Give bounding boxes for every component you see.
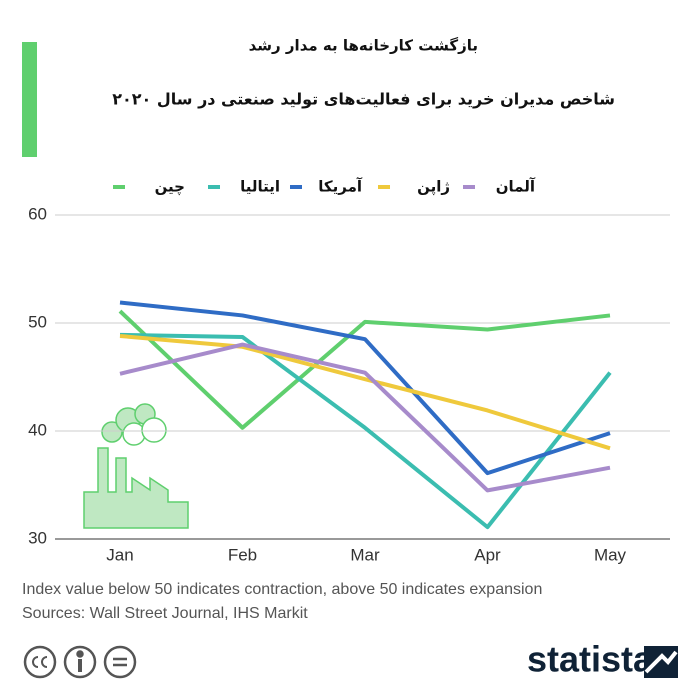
chart-title: بازگشت کارخانه‌ها به مدار رشد bbox=[249, 37, 478, 55]
y-tick-label: 60 bbox=[28, 204, 47, 223]
accent-bar bbox=[22, 42, 37, 157]
series-line bbox=[119, 300, 611, 476]
license-icons bbox=[23, 645, 137, 679]
logo-icon bbox=[644, 646, 678, 678]
factory-icon bbox=[83, 403, 189, 529]
logo: statista bbox=[527, 639, 654, 680]
legend-label: آمریکا bbox=[318, 178, 363, 196]
chart-subtitle: شاخص مدیران خرید برای فعالیت‌های تولید ص… bbox=[112, 90, 615, 109]
x-tick-label: May bbox=[594, 545, 627, 564]
y-tick-label: 50 bbox=[28, 312, 47, 331]
x-tick-label: Feb bbox=[228, 545, 257, 564]
x-tick-label: Mar bbox=[350, 545, 380, 564]
series-line bbox=[118, 309, 611, 430]
note: Index value below 50 indicates contracti… bbox=[22, 581, 542, 598]
legend-label: چین bbox=[155, 178, 185, 197]
source: Sources: Wall Street Journal, IHS Markit bbox=[22, 605, 308, 622]
x-tick-label: Apr bbox=[474, 545, 501, 564]
series-line bbox=[119, 333, 611, 451]
y-tick-label: 30 bbox=[28, 528, 47, 547]
legend-label: آلمان bbox=[496, 178, 536, 196]
series-line bbox=[119, 342, 611, 493]
series-line bbox=[119, 332, 612, 530]
x-tick-label: Jan bbox=[106, 545, 133, 564]
legend-label: ایتالیا bbox=[240, 178, 280, 196]
y-tick-label: 40 bbox=[28, 420, 47, 439]
legend-label: ژاپن bbox=[417, 178, 450, 197]
